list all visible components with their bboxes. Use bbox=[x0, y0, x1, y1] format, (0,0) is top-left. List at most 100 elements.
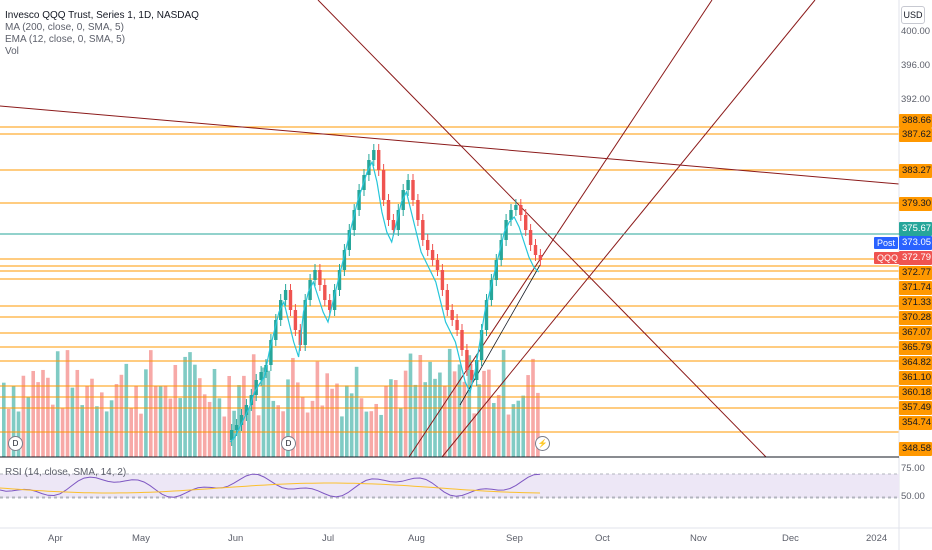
candle-body bbox=[416, 200, 420, 220]
volume-indicator[interactable]: Vol bbox=[5, 46, 19, 57]
volume-bar bbox=[511, 404, 516, 457]
ma-indicator[interactable]: MA (200, close, 0, SMA, 5) bbox=[5, 22, 124, 33]
volume-bar bbox=[516, 400, 521, 457]
volume-bar bbox=[413, 384, 418, 457]
volume-bar bbox=[477, 384, 481, 457]
volume-bar bbox=[60, 408, 65, 457]
rsi-line bbox=[0, 473, 541, 498]
trend-line bbox=[441, 0, 816, 458]
price-level-tag: 354.74 bbox=[899, 416, 932, 430]
volume-bar bbox=[6, 408, 11, 457]
volume-bar bbox=[178, 398, 182, 457]
candle-body bbox=[509, 210, 513, 220]
volume-bar bbox=[227, 375, 231, 457]
dividend-marker[interactable]: D bbox=[281, 436, 296, 451]
trend-line bbox=[317, 0, 767, 458]
price-level-tag: 361.10 bbox=[899, 371, 932, 385]
volume-bar bbox=[398, 408, 403, 457]
volume-bar bbox=[335, 383, 339, 457]
price-level-tag: 367.07 bbox=[899, 326, 932, 340]
volume-bar bbox=[51, 404, 55, 457]
earnings-flash-icon[interactable]: ⚡ bbox=[535, 436, 550, 451]
volume-bar bbox=[428, 361, 432, 457]
volume-bar bbox=[232, 410, 236, 457]
month-label: Nov bbox=[690, 533, 707, 544]
volume-bar bbox=[144, 369, 148, 457]
month-label: Aug bbox=[408, 533, 425, 544]
volume-bar bbox=[134, 385, 138, 457]
price-level-tag: 388.66 bbox=[899, 114, 932, 128]
candle-body bbox=[460, 330, 464, 350]
candle-body bbox=[479, 330, 484, 360]
candle-body bbox=[494, 260, 498, 280]
volume-bar bbox=[521, 395, 525, 457]
volume-bar bbox=[423, 382, 427, 457]
candle-body bbox=[489, 280, 494, 300]
candle-body bbox=[234, 425, 239, 430]
volume-bar bbox=[109, 400, 114, 457]
volume-bar bbox=[90, 378, 94, 457]
candle-body bbox=[239, 415, 244, 425]
volume-bar bbox=[364, 411, 369, 457]
volume-bar bbox=[320, 405, 325, 457]
price-level-tag: 371.74 bbox=[899, 281, 932, 295]
candle-body bbox=[308, 280, 312, 300]
symbol-title: Invesco QQQ Trust, Series 1, 1D, NASDAQ bbox=[5, 10, 199, 21]
volume-bar bbox=[300, 397, 305, 457]
candle-body bbox=[244, 405, 249, 415]
month-label: Dec bbox=[782, 533, 799, 544]
volume-bars bbox=[2, 348, 540, 457]
volume-bar bbox=[472, 413, 476, 457]
volume-bar bbox=[256, 415, 261, 457]
axis-tick: 396.00 bbox=[901, 60, 931, 71]
volume-bar bbox=[374, 403, 378, 457]
volume-bar bbox=[237, 385, 241, 457]
candle-body bbox=[499, 240, 503, 260]
volume-bar bbox=[139, 413, 143, 457]
candle-body bbox=[357, 190, 361, 210]
candle-body bbox=[283, 290, 288, 300]
volume-bar bbox=[389, 379, 393, 457]
price-level-tag: 364.82 bbox=[899, 356, 932, 370]
candle-body bbox=[293, 310, 298, 330]
candle-body bbox=[303, 300, 307, 345]
candle-body bbox=[323, 285, 327, 300]
rsi-indicator-label[interactable]: RSI (14, close, SMA, 14, 2) bbox=[5, 467, 127, 478]
post-price-tag: 373.05 bbox=[899, 236, 932, 250]
volume-bar bbox=[305, 412, 310, 457]
volume-bar bbox=[345, 385, 349, 457]
volume-bar bbox=[354, 366, 359, 457]
candle-body bbox=[377, 150, 381, 170]
volume-bar bbox=[16, 411, 21, 457]
candle-body bbox=[381, 170, 386, 200]
candle-body bbox=[533, 245, 538, 255]
volume-bar bbox=[281, 411, 285, 457]
chart-legend: Invesco QQQ Trust, Series 1, 1D, NASDAQ … bbox=[5, 10, 199, 58]
volume-bar bbox=[271, 400, 276, 457]
candle-body bbox=[465, 350, 469, 370]
dividend-marker[interactable]: D bbox=[8, 436, 23, 451]
currency-button[interactable]: USD bbox=[901, 6, 925, 24]
volume-bar bbox=[75, 369, 80, 457]
volume-bar bbox=[202, 394, 207, 457]
candle-body bbox=[372, 150, 376, 160]
qqq-label: QQQ bbox=[874, 252, 902, 264]
volume-bar bbox=[36, 382, 40, 457]
candle-body bbox=[445, 290, 449, 310]
volume-bar bbox=[457, 364, 462, 457]
candle-body bbox=[426, 240, 430, 250]
volume-bar bbox=[222, 416, 227, 457]
trend-line bbox=[408, 0, 713, 458]
teal-price-tag: 375.67 bbox=[899, 222, 932, 236]
volume-bar bbox=[482, 370, 486, 457]
volume-bar bbox=[168, 398, 173, 457]
candle-body bbox=[259, 372, 263, 380]
volume-bar bbox=[403, 370, 408, 457]
volume-bar bbox=[443, 386, 447, 457]
candle-body bbox=[421, 220, 425, 240]
ema-indicator[interactable]: EMA (12, close, 0, SMA, 5) bbox=[5, 34, 126, 45]
axis-tick: 392.00 bbox=[901, 94, 931, 105]
price-level-tag: 372.77 bbox=[899, 266, 932, 280]
volume-bar bbox=[266, 370, 271, 457]
